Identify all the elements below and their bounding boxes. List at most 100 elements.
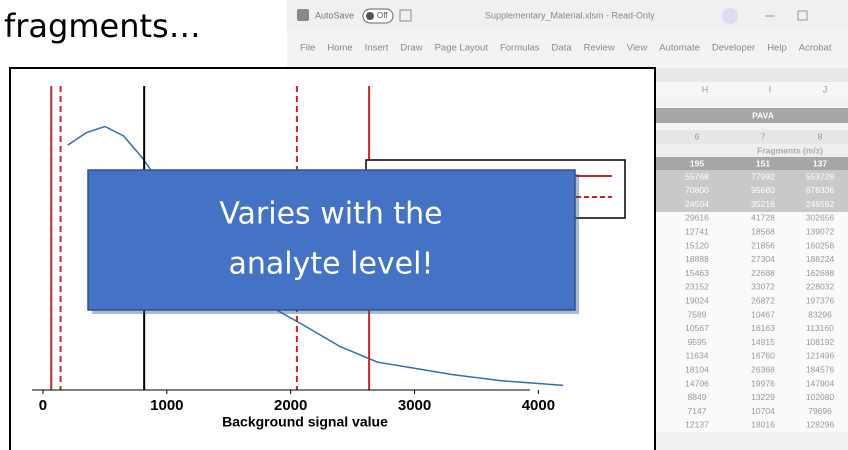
row-number: 7	[761, 131, 766, 141]
menu-item[interactable]: Page Layout	[435, 43, 489, 54]
menu-item[interactable]: View	[627, 43, 648, 54]
menu-item[interactable]: Insert	[365, 43, 389, 54]
fragment: 151	[756, 158, 770, 168]
cell: 160256	[806, 240, 835, 250]
cell: 10467	[751, 309, 775, 319]
group-header-bg	[655, 108, 848, 123]
menu-item[interactable]: Help	[767, 43, 787, 54]
cell: 8849	[688, 392, 707, 402]
toggle-knob	[366, 12, 374, 20]
autosave-label[interactable]: AutoSave	[315, 10, 354, 20]
menu-item[interactable]: Formulas	[500, 43, 540, 54]
callout-line: analyte level!	[229, 247, 434, 282]
x-tick-label: 1000	[150, 397, 183, 414]
cell: 139072	[806, 226, 835, 236]
cell: 19024	[685, 295, 709, 305]
cell: 16163	[751, 323, 775, 333]
fragment: 195	[690, 158, 704, 168]
cell: 113160	[806, 323, 834, 333]
row-number: 8	[818, 131, 823, 141]
cell: 678336	[806, 185, 835, 195]
x-axis-label: Background signal value	[222, 414, 388, 430]
cell: 15463	[685, 268, 709, 278]
fragment: 137	[813, 158, 827, 168]
x-tick-label: 0	[39, 397, 47, 414]
app-icon	[297, 9, 309, 21]
menu-item[interactable]: Automate	[659, 43, 700, 54]
cell: 102080	[806, 392, 835, 402]
cell: 35216	[751, 199, 775, 209]
slide-title: fragments…	[4, 7, 201, 45]
save-icon[interactable]	[399, 9, 412, 22]
cell: 128296	[806, 420, 835, 430]
column-header: J	[823, 84, 828, 94]
cells-bg	[655, 212, 848, 448]
cell: 188224	[806, 254, 835, 264]
cell: 23152	[685, 282, 709, 292]
cell: 55768	[685, 171, 709, 181]
cell: 12741	[685, 226, 709, 236]
cell: 16760	[751, 351, 775, 361]
menu-item[interactable]: Developer	[712, 43, 755, 54]
cell: 14706	[685, 378, 709, 388]
toggle-text: Off	[377, 11, 388, 20]
x-tick-label: 2000	[274, 397, 307, 414]
cell: 83296	[808, 309, 832, 319]
highlight-rows	[655, 170, 848, 212]
cell: 21856	[751, 240, 775, 250]
cell: 79696	[808, 406, 832, 416]
cell: 29616	[685, 213, 709, 223]
cell: 77992	[751, 171, 775, 181]
file-name: Supplementary_Material.xlsm - Read-Only	[485, 10, 655, 20]
avatar[interactable]	[722, 8, 738, 24]
cell: 9595	[688, 337, 707, 347]
menu-item[interactable]: File	[300, 43, 315, 54]
menu-item[interactable]: Data	[552, 43, 573, 54]
menu-item[interactable]: Draw	[400, 43, 422, 54]
cell: 11634	[685, 351, 708, 361]
cell: 162688	[806, 268, 835, 278]
x-tick-label: 4000	[522, 397, 555, 414]
cell: 108192	[806, 337, 835, 347]
cell: 18888	[685, 254, 709, 264]
cell: 26872	[751, 295, 775, 305]
cell: 7589	[688, 309, 707, 319]
subheader: Fragments (m/z)	[757, 145, 823, 155]
cell: 18104	[685, 364, 709, 374]
menu-item[interactable]: Review	[584, 43, 615, 54]
x-tick-label: 3000	[398, 397, 431, 414]
cell: 13229	[751, 392, 775, 402]
callout-line: Varies with the	[219, 197, 442, 232]
cell: 553728	[806, 171, 835, 181]
maximize[interactable]	[797, 10, 808, 21]
callout	[87, 169, 576, 311]
cell: 27304	[751, 254, 775, 264]
menu-item[interactable]: Acrobat	[799, 43, 832, 54]
fragment-header-bg	[655, 157, 848, 170]
cell: 10704	[751, 406, 775, 416]
cell: 70800	[685, 185, 709, 195]
cell: 14915	[751, 337, 775, 347]
cell: 228032	[806, 282, 835, 292]
cell: 302656	[806, 213, 835, 223]
menu-item[interactable]: Home	[327, 43, 352, 54]
cell: 7147	[688, 406, 707, 416]
cell: 184576	[806, 364, 835, 374]
cell: 22688	[751, 268, 775, 278]
column-header: I	[769, 84, 772, 94]
status-bar	[655, 432, 848, 450]
cell: 95680	[751, 185, 775, 195]
cell: 26368	[751, 364, 775, 374]
cell: 121496	[806, 351, 835, 361]
cell: 197376	[806, 295, 835, 305]
cell: 41728	[751, 213, 775, 223]
cell: 15120	[685, 240, 709, 250]
cell: 24504	[685, 199, 709, 209]
column-header: H	[702, 84, 709, 94]
cell: 19976	[751, 378, 775, 388]
cell: 147904	[806, 378, 835, 388]
cell: 33072	[751, 282, 775, 292]
row-number-bg	[655, 130, 848, 144]
